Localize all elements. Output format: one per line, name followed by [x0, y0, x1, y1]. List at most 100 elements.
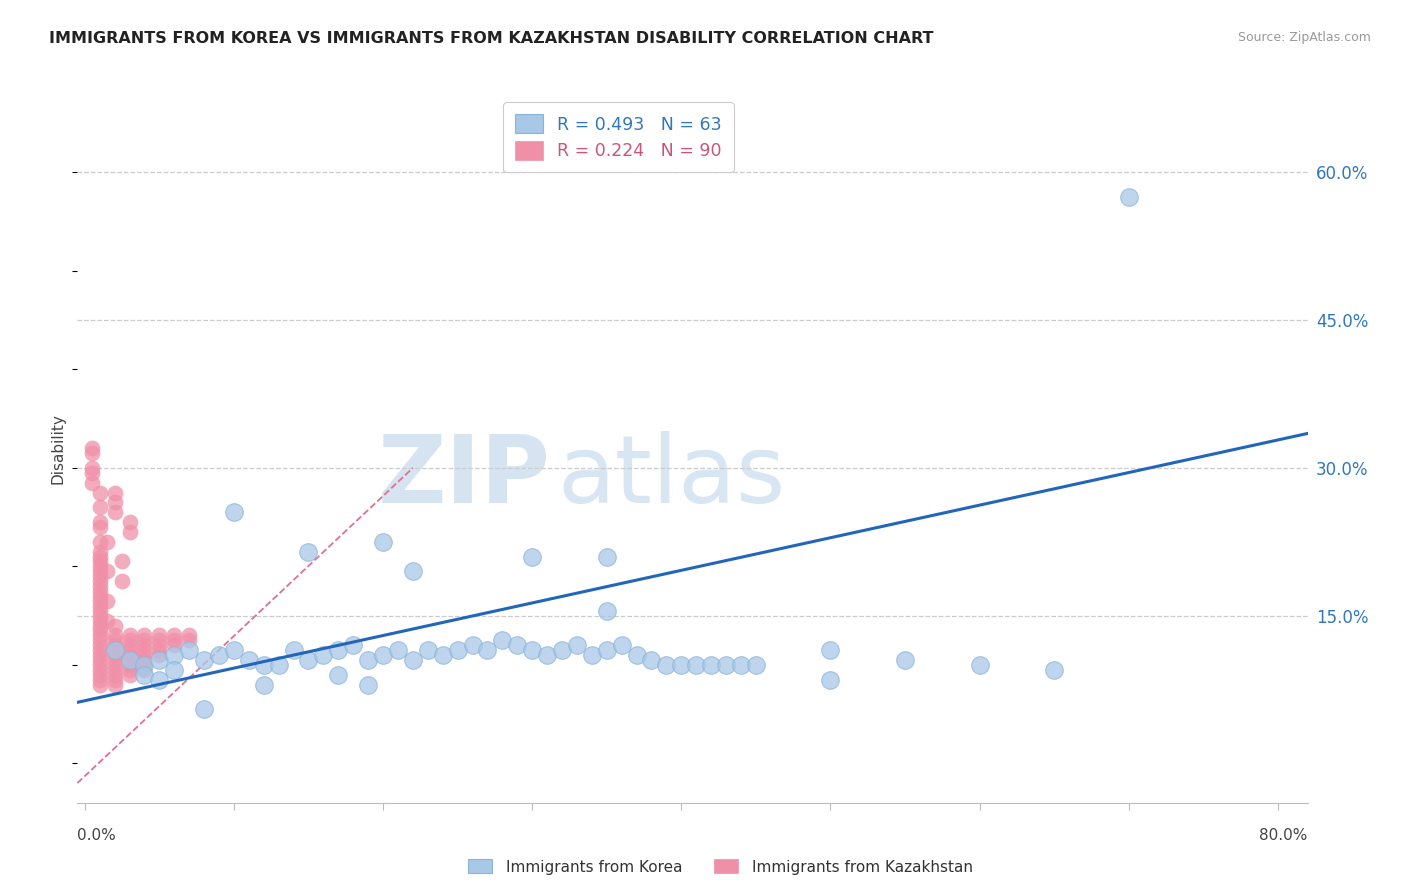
Point: [89, 643, 111, 657]
Point: [134, 663, 156, 677]
Point: [596, 643, 619, 657]
Point: [163, 628, 186, 642]
Point: [118, 515, 141, 529]
Point: [89, 520, 111, 534]
Point: [89, 485, 111, 500]
Point: [371, 534, 394, 549]
Point: [89, 589, 111, 603]
Point: [730, 657, 752, 672]
Point: [89, 559, 111, 574]
Point: [969, 657, 991, 672]
Point: [118, 657, 141, 672]
Point: [118, 633, 141, 648]
Point: [89, 544, 111, 558]
Text: Immigrants from Korea: Immigrants from Korea: [506, 860, 683, 874]
Point: [283, 643, 305, 657]
Point: [89, 624, 111, 638]
Point: [104, 653, 127, 667]
Point: [626, 648, 648, 662]
Point: [193, 653, 215, 667]
Point: [148, 628, 170, 642]
Point: [179, 633, 201, 648]
Point: [387, 643, 409, 657]
Point: [565, 638, 588, 652]
Point: [134, 657, 156, 672]
Point: [640, 653, 662, 667]
Point: [163, 633, 186, 648]
Point: [148, 673, 170, 687]
Point: [111, 554, 134, 568]
Point: [148, 638, 170, 652]
Point: [1118, 190, 1140, 204]
Point: [89, 594, 111, 608]
Point: [163, 648, 186, 662]
Point: [104, 667, 127, 681]
Point: [179, 628, 201, 642]
Point: [89, 667, 111, 681]
Point: [118, 663, 141, 677]
Point: [342, 638, 364, 652]
Point: [96, 565, 118, 579]
Point: [297, 653, 319, 667]
Point: [446, 643, 468, 657]
Point: [82, 446, 104, 460]
Point: [148, 653, 170, 667]
Text: 80.0%: 80.0%: [1260, 829, 1308, 843]
Point: [297, 544, 319, 558]
Legend: R = 0.493   N = 63, R = 0.224   N = 90: R = 0.493 N = 63, R = 0.224 N = 90: [503, 103, 734, 172]
Point: [163, 663, 186, 677]
Point: [89, 638, 111, 652]
Point: [461, 638, 484, 652]
Point: [104, 495, 127, 509]
Point: [118, 667, 141, 681]
Point: [89, 614, 111, 628]
Point: [89, 604, 111, 618]
Point: [506, 638, 529, 652]
Point: [148, 643, 170, 657]
Point: [267, 657, 290, 672]
Point: [328, 643, 350, 657]
Point: [253, 678, 276, 692]
Point: [134, 628, 156, 642]
Point: [371, 648, 394, 662]
Point: [477, 643, 499, 657]
Point: [416, 643, 439, 657]
Point: [714, 657, 737, 672]
Text: Source: ZipAtlas.com: Source: ZipAtlas.com: [1237, 31, 1371, 45]
Point: [89, 534, 111, 549]
Point: [89, 574, 111, 589]
Point: [111, 574, 134, 589]
Point: [118, 648, 141, 662]
Point: [104, 657, 127, 672]
Point: [89, 678, 111, 692]
Point: [894, 653, 917, 667]
Point: [134, 648, 156, 662]
Text: 0.0%: 0.0%: [77, 829, 117, 843]
Point: [89, 633, 111, 648]
Point: [89, 554, 111, 568]
Point: [312, 648, 335, 662]
Point: [193, 702, 215, 716]
Point: [104, 633, 127, 648]
Point: [671, 657, 693, 672]
Point: [82, 466, 104, 480]
Point: [104, 485, 127, 500]
Point: [238, 653, 260, 667]
Point: [104, 678, 127, 692]
Text: atlas: atlas: [557, 431, 786, 523]
Point: [82, 475, 104, 490]
Point: [89, 648, 111, 662]
Y-axis label: Disability: Disability: [51, 413, 66, 483]
Point: [104, 618, 127, 632]
Point: [536, 648, 558, 662]
Point: [118, 524, 141, 539]
Point: [104, 643, 127, 657]
Point: [222, 505, 245, 519]
Point: [118, 653, 141, 667]
Point: [402, 653, 425, 667]
Point: [104, 638, 127, 652]
Point: [402, 565, 425, 579]
Point: [1043, 663, 1066, 677]
Point: [491, 633, 513, 648]
Text: ZIP: ZIP: [378, 431, 551, 523]
